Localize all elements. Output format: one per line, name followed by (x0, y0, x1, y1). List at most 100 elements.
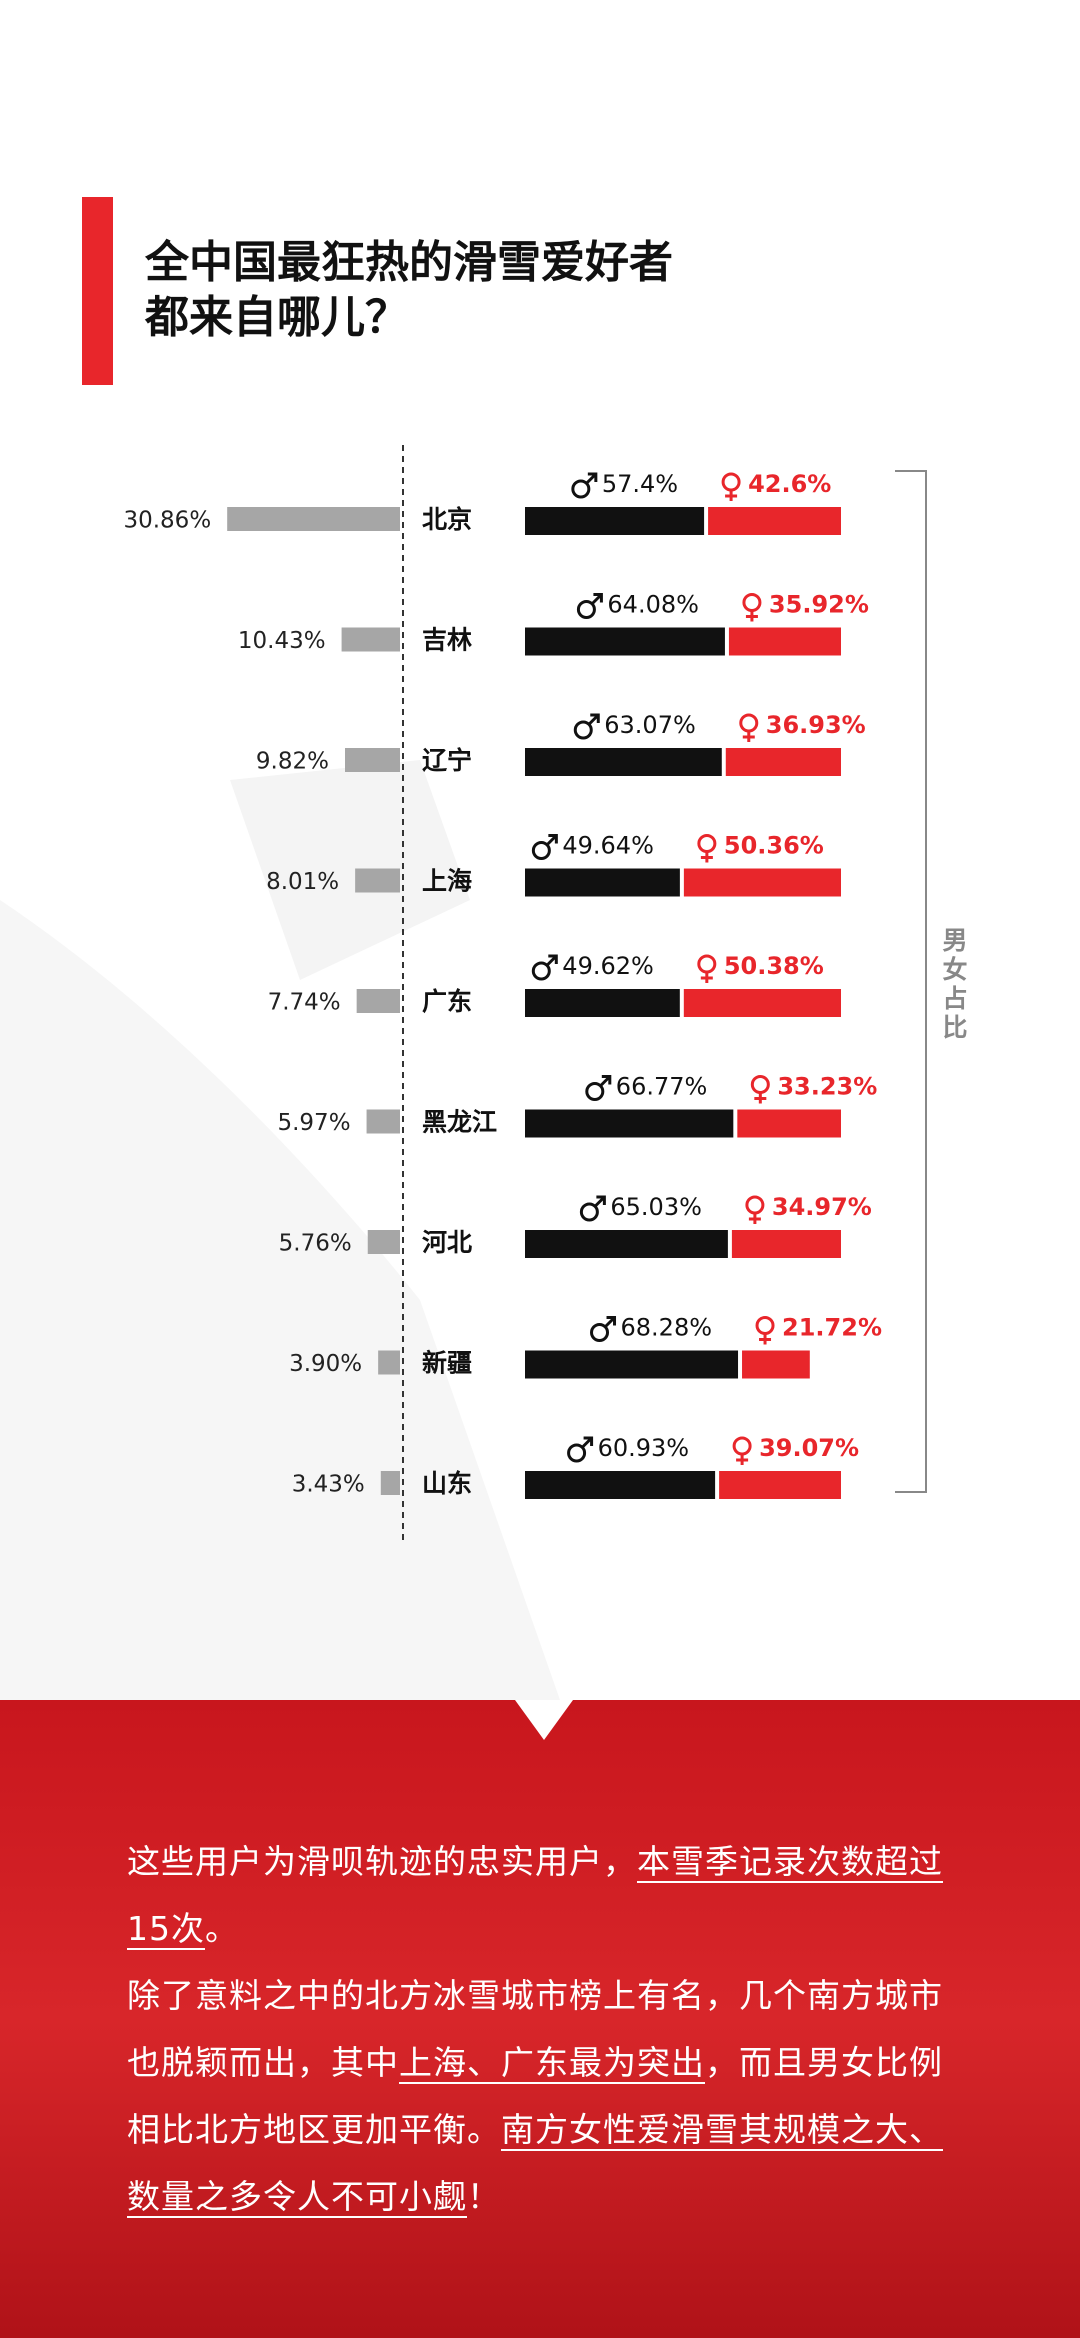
region-label: 吉林 (422, 626, 472, 655)
bracket-label: 男女占比 (939, 927, 968, 1043)
male-icon (604, 1316, 617, 1328)
share-label: 8.01% (266, 869, 339, 895)
highlight-text: 上海、广东最为突出 (399, 2043, 705, 2082)
male-label: 60.93% (598, 1434, 690, 1462)
female-label: 42.6% (748, 470, 831, 498)
female-icon (700, 851, 713, 863)
female-label: 33.23% (777, 1073, 877, 1101)
share-label: 7.74% (268, 990, 341, 1016)
female-icon (748, 1213, 761, 1224)
female-bar (719, 1471, 841, 1499)
male-icon (590, 1323, 610, 1342)
female-icon (739, 713, 759, 733)
male-label: 66.77% (616, 1073, 708, 1101)
female-label: 21.72% (782, 1314, 882, 1342)
female-label: 36.93% (766, 711, 866, 739)
red-panel (0, 1700, 1080, 2338)
female-label: 39.07% (759, 1434, 859, 1462)
region-label: 黑龙江 (422, 1108, 497, 1137)
female-label: 34.97% (772, 1193, 872, 1221)
share-bar (355, 868, 400, 893)
female-bar (683, 868, 841, 897)
share-bar (380, 1471, 400, 1495)
male-label: 49.64% (562, 832, 654, 860)
region-label: 上海 (422, 867, 472, 896)
share-bar (227, 507, 400, 531)
region-label: 山东 (422, 1469, 472, 1498)
share-label: 30.86% (123, 508, 211, 534)
male-label: 57.4% (602, 470, 678, 498)
female-bar (737, 1109, 841, 1138)
share-label: 5.97% (277, 1110, 350, 1136)
title: 都来自哪儿？ (144, 292, 409, 343)
female-icon (742, 593, 762, 612)
paragraph: 除了意料之中的北方冰雪城市榜上有名，几个南方城市也脱颖而出，其中上海、广东最为突… (127, 1962, 967, 2230)
male-icon (591, 593, 603, 605)
share-label: 9.82% (256, 749, 329, 775)
highlight-text: 本雪季记录次数超过15次 (127, 1842, 943, 1948)
bracket (895, 470, 927, 1493)
female-bar (731, 1230, 841, 1258)
female-icon (725, 490, 738, 501)
female-bar (725, 748, 841, 776)
share-bar (341, 627, 400, 652)
share-label: 10.43% (238, 628, 326, 654)
male-label: 64.08% (607, 591, 699, 619)
male-icon (531, 841, 551, 860)
male-bar (525, 868, 680, 897)
male-icon (531, 961, 551, 981)
text: ，而且男女比例相比北方地区更加平衡。 (127, 2043, 943, 2149)
male-label: 65.03% (610, 1193, 702, 1221)
male-label: 63.07% (604, 711, 696, 739)
male-icon (585, 1082, 605, 1101)
male-bar (525, 1230, 728, 1258)
background-shape (230, 760, 470, 980)
male-icon (599, 1075, 612, 1087)
share-label: 5.76% (279, 1231, 352, 1257)
male-bar (525, 1471, 716, 1499)
female-bar (683, 989, 841, 1017)
highlight-text: 南方女性爱滑雪其规模之大、数量之多令人不可小觑 (127, 2110, 943, 2216)
male-icon (576, 600, 596, 619)
female-icon (697, 954, 717, 974)
body-text: 这些用户为滑呗轨迹的忠实用户，本雪季记录次数超过15次。 除了意料之中的北方冰雪城… (127, 1828, 967, 2230)
female-icon (754, 1092, 767, 1104)
female-icon (700, 972, 713, 983)
share-label: 3.90% (289, 1351, 362, 1377)
female-label: 50.38% (724, 952, 824, 980)
female-label: 50.36% (724, 832, 824, 860)
male-icon (546, 834, 558, 846)
male-bar (525, 1350, 739, 1379)
region-label: 广东 (422, 987, 472, 1016)
male-icon (571, 479, 591, 499)
male-icon (588, 713, 600, 726)
male-icon (573, 720, 593, 740)
female-bar (742, 1350, 810, 1379)
female-label: 35.92% (769, 591, 869, 619)
male-icon (585, 472, 598, 485)
male-icon (546, 954, 558, 967)
female-icon (721, 472, 741, 492)
female-icon (742, 731, 755, 742)
female-bar (728, 627, 841, 656)
male-icon (567, 1443, 587, 1463)
share-label: 3.43% (292, 1472, 365, 1498)
region-label: 辽宁 (422, 746, 472, 775)
female-icon (732, 1436, 752, 1456)
female-icon (755, 1316, 775, 1335)
male-bar (525, 989, 680, 1017)
female-bar (708, 507, 841, 535)
title: 全中国最狂热的滑雪爱好者 (144, 237, 673, 288)
male-bar (525, 748, 722, 776)
notch (515, 1700, 573, 1740)
share-bar (367, 1230, 400, 1254)
text: 除了意料之中的北方冰雪城市榜上有名，几个南方城市也脱颖而出，其中 (127, 1976, 943, 2082)
text: 。 (205, 1909, 239, 1948)
female-icon (697, 834, 717, 853)
share-bar (366, 1109, 400, 1134)
male-icon (579, 1202, 599, 1222)
female-icon (745, 1195, 765, 1215)
male-bar (525, 507, 705, 535)
region-label: 河北 (422, 1228, 472, 1257)
